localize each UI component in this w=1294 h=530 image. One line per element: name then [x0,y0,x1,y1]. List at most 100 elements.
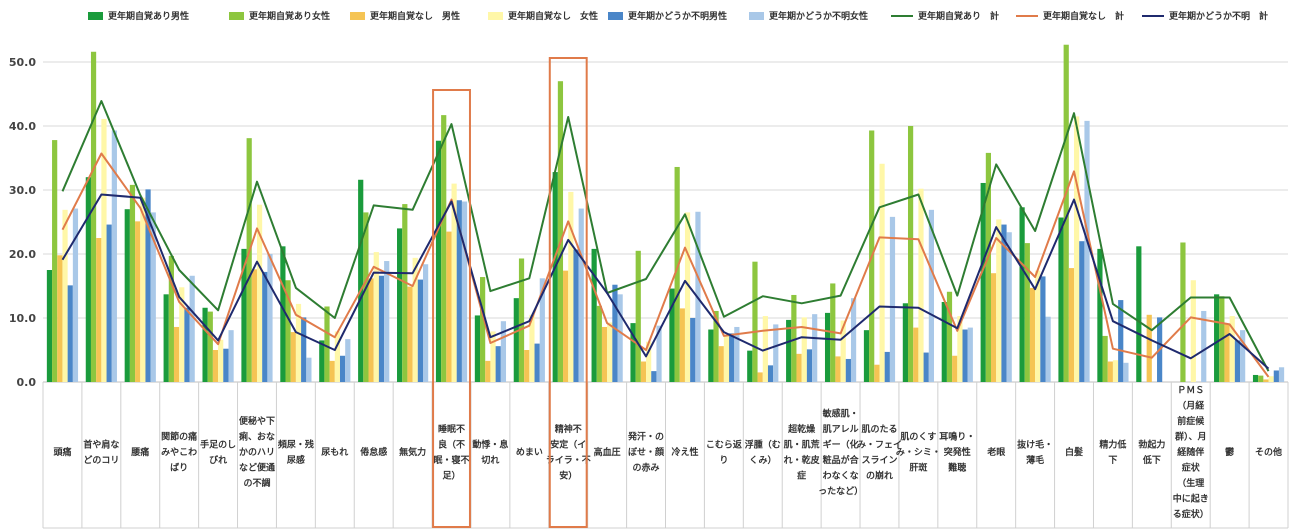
bar [285,280,291,382]
bar [1079,241,1085,382]
x-tick-label: 睡眠不良（不眠・寝不足） [434,423,470,482]
bar [907,126,914,382]
bar [480,277,486,382]
bar [378,275,385,382]
bar [1102,335,1108,382]
x-tick-label: こむら返り [706,438,742,466]
legend-swatch [749,12,764,20]
legend-swatch [229,12,244,20]
bar [941,302,947,382]
bar [96,238,102,382]
y-axis: 0.0 10.0 20.0 30.0 40.0 50.0 [9,56,36,389]
x-tick-label: 老眼 [986,446,1005,458]
bar [913,327,919,382]
bar [985,152,992,382]
bar [791,294,797,382]
bar [734,326,740,382]
bar [329,360,335,382]
bar [339,355,346,382]
legend-label: 更年期かどうか不明 計 [1169,10,1268,22]
bar [490,331,496,382]
x-tick-label: 肌のくすみ・シミ・肝斑 [896,432,941,474]
x-tick-label: 関節の痛みやこわばり [161,431,197,474]
bar [747,350,753,382]
bar [1084,120,1090,382]
series-line [61,152,1270,378]
bar [223,348,229,382]
bar [1214,294,1220,382]
bar [135,221,141,382]
bar [124,209,130,382]
bar [1006,232,1012,382]
x-tick-label: 白髪 [1065,446,1083,458]
bar [1024,243,1030,382]
bar [1273,370,1279,382]
bar [417,279,424,382]
highlight-box [548,57,588,528]
bar [840,320,846,382]
bar [435,140,442,382]
legend-swatch [88,12,103,20]
bar [1123,362,1129,382]
x-tick-label: 便秘や下痢、おなかのハリなど便通の不調 [239,415,275,489]
bar [1240,330,1246,382]
line-series [61,100,1270,378]
bar [1074,116,1080,383]
x-tick-label: 冷え性 [671,446,698,458]
bar [319,340,325,382]
bar [441,115,447,383]
x-tick-label: 発汗・のぼせ・顔の赤み [627,431,665,474]
bar [723,334,730,382]
bar [824,312,831,382]
bar [991,273,997,382]
bar [863,330,870,382]
x-tick-label: 手足のしびれ [200,438,236,466]
x-tick-label: 精神不安定（イライラ・不安） [546,423,591,482]
bar [72,208,79,382]
x-tick-label: めまい [516,447,543,458]
bar [384,261,390,382]
series-line [61,100,1270,372]
legend: 更年期自覚あり男性 更年期自覚あり女性 更年期自覚なし 男性 更年期自覚なし 女性 更年… [88,10,1268,22]
x-tick-label: 倦怠感 [360,446,387,458]
category-table: 頭痛首や肩などのコリ腰痛関節の痛みやこわばり手足のしびれ便秘や下痢、おなかのハリ… [42,382,1289,529]
bar [46,270,53,382]
bar [679,308,685,382]
bar [202,307,208,382]
bar [461,201,468,382]
bar [295,303,302,382]
legend-label: 更年期かどうか不明男性 [628,10,727,22]
x-tick-label: 動悸・息切れ [472,438,508,466]
bar [874,364,880,382]
bar [651,371,657,382]
bar [757,372,763,382]
bar [879,163,885,382]
x-tick-label: 尿もれ [321,447,348,458]
bar [928,209,934,382]
x-tick-label: 腰痛 [130,446,149,458]
bar [57,255,63,382]
bar [552,172,558,382]
bar [845,358,851,382]
x-tick-label: 首や肩などのコリ [83,438,119,466]
bar [368,278,374,382]
bar [773,324,779,382]
bar [262,271,268,382]
legend-label: 更年期自覚あり 計 [918,10,999,22]
bar [129,184,136,382]
bar [1201,310,1207,382]
legend-label: 更年期自覚あり女性 [249,10,330,22]
bar [1001,224,1007,382]
bar [752,261,758,382]
legend-label: 更年期自覚なし 男性 [370,10,460,22]
bar [111,130,117,382]
bar [1190,280,1196,382]
bar [90,51,97,382]
bar [607,322,613,382]
bar [557,81,564,382]
bar [962,329,968,382]
y-tick-label: 10.0 [9,312,36,325]
y-tick-label: 30.0 [9,184,36,197]
bar [1058,217,1064,382]
bar [474,315,481,382]
